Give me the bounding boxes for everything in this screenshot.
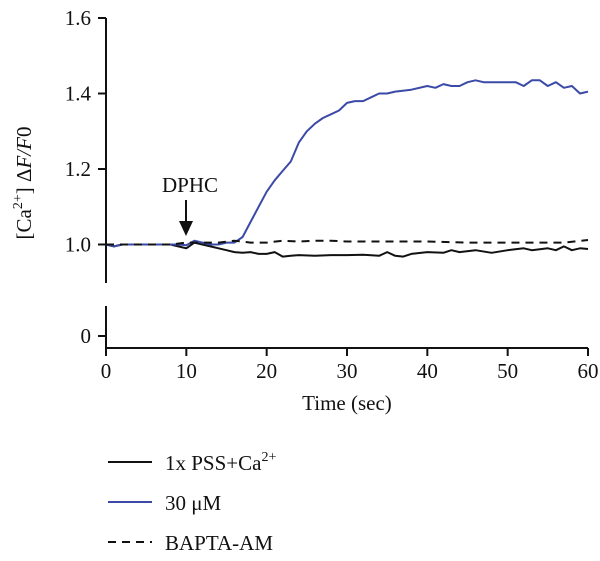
legend-label-pss: 1x PSS+Ca2+: [165, 450, 276, 475]
y-tick-label: 0: [81, 324, 92, 348]
series-layer: [105, 79, 589, 258]
y-axis-label-rest: ] Δ: [12, 169, 36, 195]
series-line-0: [105, 241, 589, 258]
x-tick-label: 20: [256, 359, 277, 383]
y-tick-label: 1.0: [65, 233, 91, 257]
x-tick-label: 30: [337, 359, 358, 383]
y-axis-label-italic: F/F: [12, 137, 36, 170]
legend: 1x PSS+Ca2+ 30 μM BAPTA-AM: [108, 450, 276, 555]
legend-label-bapta: BAPTA-AM: [165, 531, 273, 555]
y-axis-label-tail: 0: [12, 127, 36, 138]
y-axis-label: [Ca2+] ΔF/F0: [11, 127, 36, 240]
y-tick-label: 1.2: [65, 157, 91, 181]
dphc-arrow-head: [179, 221, 193, 236]
series-line-1: [105, 79, 589, 248]
series-line-2: [106, 239, 589, 246]
x-tick-label: 10: [176, 359, 197, 383]
dphc-annotation: DPHC: [162, 173, 218, 197]
x-tick-label: 50: [497, 359, 518, 383]
y-axis-label-sup: 2+: [11, 194, 26, 209]
y-tick-label: 1.6: [65, 6, 91, 30]
x-axis-label: Time (sec): [302, 391, 392, 415]
legend-label-30um: 30 μM: [165, 491, 222, 515]
y-tick-label: 1.4: [65, 82, 92, 106]
x-tick-label: 40: [417, 359, 438, 383]
x-tick-label: 60: [578, 359, 599, 383]
x-tick-label: 0: [101, 359, 112, 383]
y-axis-label-main: [Ca: [12, 208, 36, 239]
legend-label-pss-main: 1x PSS+Ca: [165, 451, 262, 475]
y-ticks: 0 1.0 1.2 1.4 1.6: [65, 6, 106, 348]
legend-label-pss-sup: 2+: [261, 450, 276, 465]
x-ticks: 0 10 20 30 40 50 60: [101, 348, 599, 383]
